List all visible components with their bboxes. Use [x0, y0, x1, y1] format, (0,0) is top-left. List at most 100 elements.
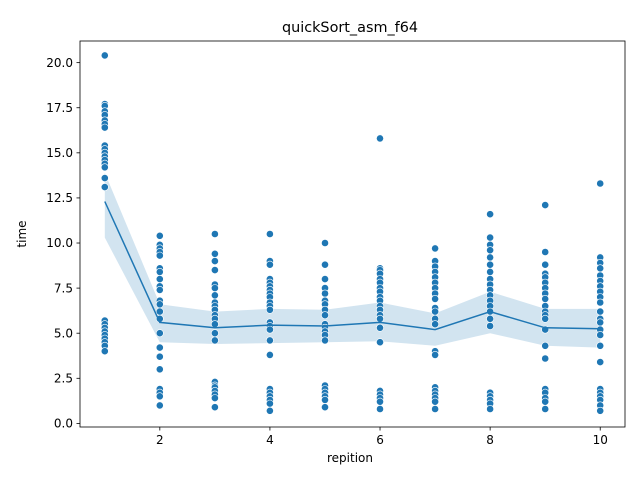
- scatter-point: [265, 260, 274, 269]
- scatter-point: [155, 329, 164, 338]
- scatter-point: [265, 336, 274, 345]
- scatter-points-layer: [100, 51, 605, 415]
- scatter-point: [210, 336, 219, 345]
- x-axis: 2 4 6 8 10: [156, 427, 608, 447]
- y-tick-label: 20.0: [46, 56, 73, 70]
- scatter-point: [321, 311, 329, 320]
- scatter-point: [486, 267, 494, 276]
- scatter-point: [431, 244, 439, 253]
- mean-line: [104, 201, 601, 331]
- scatter-point: [486, 210, 494, 219]
- scatter-point: [210, 394, 219, 402]
- y-tick-label: 7.5: [54, 281, 73, 295]
- scatter-point: [596, 341, 605, 350]
- scatter-point: [431, 307, 439, 316]
- x-axis-label: repition: [327, 451, 373, 465]
- scatter-point: [376, 314, 384, 323]
- scatter-point: [100, 51, 109, 60]
- scatter-point: [541, 405, 550, 413]
- scatter-point: [376, 323, 384, 332]
- confidence-band-layer: [104, 172, 601, 348]
- scatter-point: [596, 318, 605, 327]
- chart-title: quickSort_asm_f64: [282, 20, 418, 36]
- scatter-point: [541, 314, 550, 323]
- scatter-point: [265, 230, 274, 238]
- y-axis-label: time: [15, 220, 29, 247]
- scatter-point: [210, 257, 219, 265]
- scatter-point: [155, 401, 164, 410]
- scatter-point: [100, 123, 109, 132]
- scatter-point: [210, 329, 219, 338]
- scatter-point: [210, 284, 219, 292]
- y-axis: 0.0 2.5 5.0 7.5 10.0 12.5 15.0 17.5 20.0: [46, 56, 80, 431]
- scatter-point: [376, 134, 384, 143]
- y-tick-label: 10.0: [46, 236, 73, 250]
- scatter-point: [155, 365, 164, 374]
- scatter-point: [486, 260, 494, 269]
- scatter-point: [265, 350, 274, 359]
- confidence-band: [104, 172, 601, 348]
- y-tick-label: 17.5: [46, 101, 73, 115]
- scatter-point: [486, 405, 494, 413]
- scatter-point: [210, 291, 219, 300]
- scatter-point: [155, 285, 164, 294]
- scatter-point: [155, 231, 164, 240]
- scatter-point: [155, 251, 164, 260]
- y-tick-label: 5.0: [54, 326, 73, 340]
- scatter-point: [486, 322, 494, 330]
- scatter-point: [431, 397, 439, 406]
- y-tick-label: 12.5: [46, 191, 73, 205]
- scatter-point: [100, 163, 109, 172]
- scatter-point: [541, 260, 550, 269]
- scatter-point: [321, 260, 329, 269]
- scatter-point: [541, 248, 550, 256]
- scatter-point: [321, 275, 329, 283]
- scatter-point: [210, 266, 219, 274]
- scatter-point: [100, 347, 109, 356]
- scatter-point: [431, 350, 439, 359]
- scatter-point: [596, 298, 605, 307]
- x-tick-label: 10: [593, 433, 608, 447]
- scatter-point: [265, 325, 274, 334]
- scatter-point: [100, 174, 109, 182]
- scatter-point: [321, 403, 329, 412]
- scatter-point: [486, 314, 494, 323]
- scatter-point: [265, 399, 274, 408]
- scatter-point: [155, 300, 164, 309]
- scatter-point: [541, 354, 550, 363]
- scatter-point: [486, 246, 494, 255]
- scatter-point: [155, 267, 164, 276]
- scatter-point: [431, 320, 439, 329]
- scatter-point: [155, 307, 164, 316]
- scatter-point: [210, 403, 219, 412]
- scatter-point: [596, 331, 605, 339]
- scatter-point: [596, 307, 605, 316]
- scatter-point: [265, 406, 274, 415]
- scatter-point: [431, 405, 439, 413]
- scatter-point: [596, 179, 605, 188]
- scatter-point: [210, 249, 219, 258]
- x-tick-label: 2: [156, 433, 164, 447]
- scatter-point: [155, 392, 164, 401]
- plot-area-frame: [79, 40, 626, 428]
- mean-line-layer: [104, 201, 601, 331]
- scatter-point: [376, 397, 384, 406]
- scatter-point: [155, 352, 164, 361]
- scatter-point: [321, 289, 329, 298]
- scatter-point: [431, 294, 439, 303]
- scatter-point: [486, 233, 494, 242]
- x-tick-label: 4: [266, 433, 274, 447]
- scatter-point: [321, 395, 329, 404]
- x-tick-label: 6: [376, 433, 384, 447]
- x-tick-label: 8: [486, 433, 494, 447]
- scatter-point: [541, 294, 550, 303]
- scatter-point: [210, 320, 219, 329]
- scatter-point: [486, 253, 494, 262]
- scatter-point: [541, 201, 550, 209]
- scatter-point: [376, 405, 384, 413]
- y-tick-label: 15.0: [46, 146, 73, 160]
- scatter-point: [541, 397, 550, 406]
